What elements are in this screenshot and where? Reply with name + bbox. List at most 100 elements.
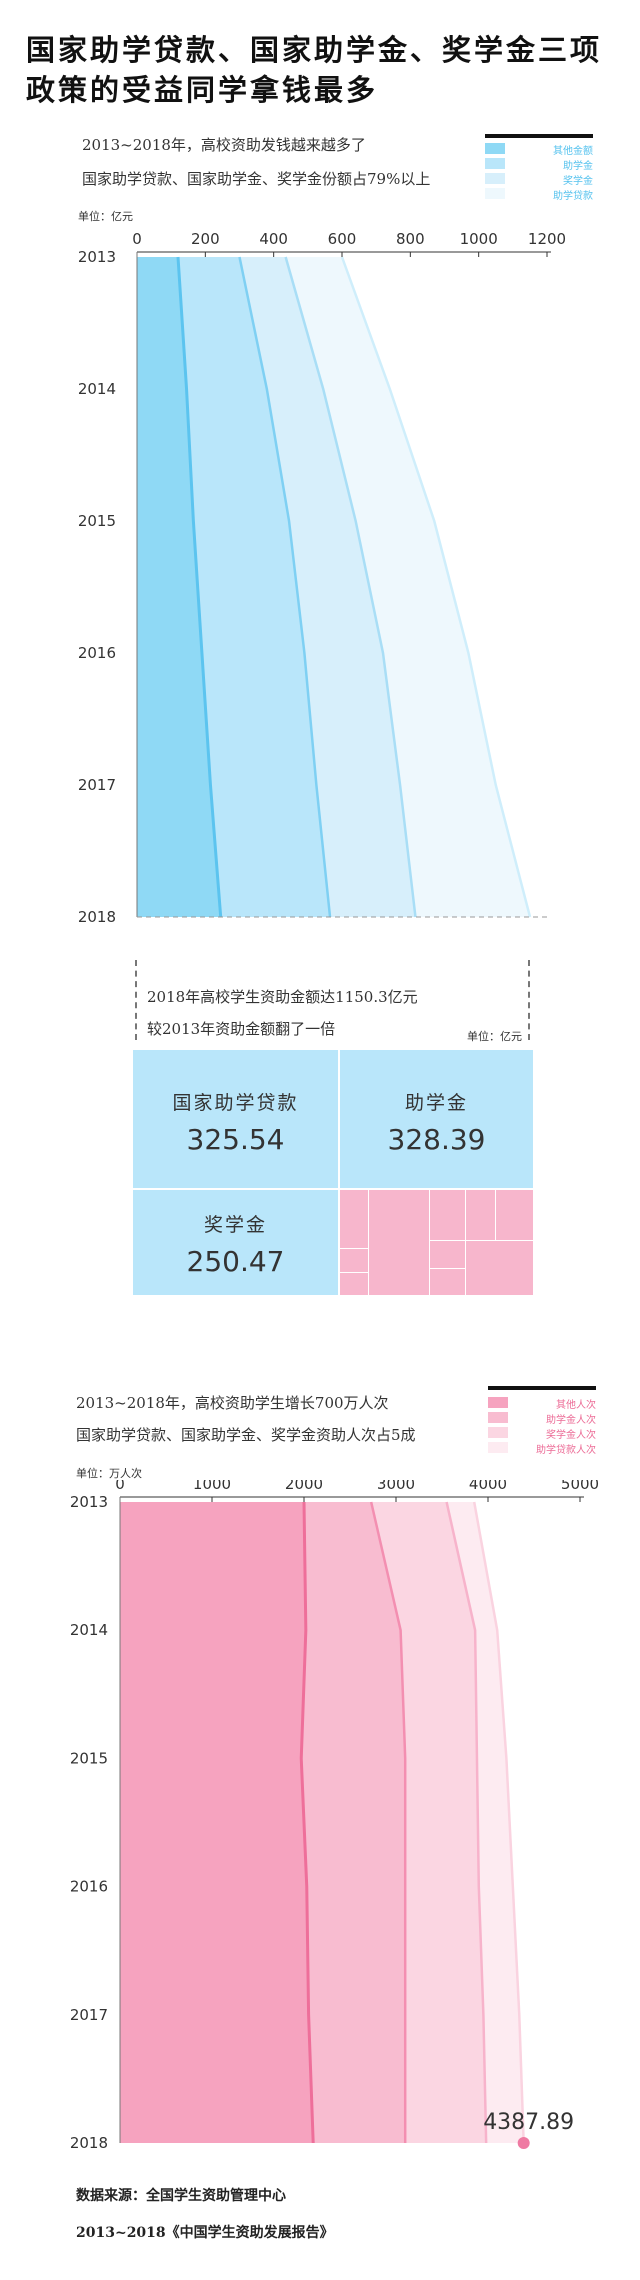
legend-item: 助学金 (485, 157, 593, 172)
chart2-legend-rule (488, 1386, 596, 1390)
end-point-marker (517, 2137, 530, 2149)
legend-item: 助学金人次 (488, 1411, 596, 1426)
x-tick-label: 2000 (285, 1480, 323, 1493)
series-line-0 (176, 256, 223, 918)
treemap-unit: 单位：亿元 (467, 1030, 522, 1043)
legend-label: 助学贷款人次 (536, 1445, 596, 1456)
x-tick-label: 0 (132, 230, 142, 248)
legend-label: 奖学金 (563, 176, 593, 187)
treemap-subcell-divider (465, 1190, 466, 1295)
legend-label: 助学金人次 (546, 1415, 596, 1426)
footer-source: 数据来源：全国学生资助管理中心 (76, 2188, 286, 2204)
treemap-cell-value: 328.39 (387, 1123, 486, 1156)
legend-swatch (485, 188, 505, 199)
treemap-subcell-divider (430, 1268, 465, 1269)
treemap-cell-name: 奖学金 (203, 1214, 267, 1236)
legend-item: 其他人次 (488, 1396, 596, 1411)
treemap-note-2: 较2013年资助金额翻了一倍 (147, 1020, 336, 1038)
x-tick-label: 200 (191, 230, 220, 248)
year-label: 2014 (78, 380, 116, 398)
end-value-label: 4387.89 (483, 2110, 574, 2135)
x-tick-label: 5000 (561, 1480, 599, 1493)
x-tick-label: 0 (115, 1480, 125, 1493)
area-band-0 (137, 257, 221, 917)
series-line-3 (472, 1501, 525, 2144)
chart2-unit: 单位：万人次 (76, 1467, 142, 1480)
legend-label: 其他人次 (556, 1400, 596, 1411)
legend-swatch (485, 158, 505, 169)
year-label: 2014 (70, 1621, 108, 1639)
legend-item: 其他金额 (485, 142, 593, 157)
series-line-2 (284, 256, 417, 918)
year-label: 2015 (78, 512, 116, 530)
chart1-legend-rule (485, 134, 593, 138)
x-tick-label: 1000 (193, 1480, 231, 1493)
x-tick-label: 3000 (377, 1480, 415, 1493)
treemap-note-1: 2018年高校学生资助金额达1150.3亿元 (147, 988, 418, 1006)
year-label: 2017 (78, 776, 116, 794)
chart2-subtitle-1: 2013~2018年，高校资助学生增长700万人次 (76, 1394, 389, 1412)
chart1-subtitle-2: 国家助学贷款、国家助学金、奖学金份额占79%以上 (82, 170, 431, 188)
x-tick-label: 4000 (469, 1480, 507, 1493)
page-title: 国家助学贷款、国家助学金、奖学金三项政策的受益同学拿钱最多 (26, 33, 603, 107)
treemap-subcell (369, 1190, 430, 1295)
legend-swatch (488, 1397, 508, 1408)
legend-item: 助学贷款 (485, 187, 593, 202)
treemap-cell-value: 325.54 (186, 1123, 285, 1156)
series-line-0 (299, 1501, 315, 2144)
chart2-subtitle-2: 国家助学贷款、国家助学金、奖学金资助人次占5成 (76, 1426, 416, 1444)
x-tick-label: 600 (328, 230, 357, 248)
treemap-cell-other (340, 1190, 533, 1295)
treemap-subcell-divider (430, 1240, 533, 1241)
treemap-cell-scholarship: 奖学金 250.47 (133, 1190, 338, 1295)
legend-swatch (485, 143, 505, 154)
treemap-subcell-divider (340, 1248, 368, 1249)
note-bracket-left (135, 960, 138, 1040)
chart1-unit: 单位：亿元 (78, 210, 133, 223)
legend-swatch (488, 1412, 508, 1423)
legend-swatch (488, 1427, 508, 1438)
chart2-area-chart: 0 1000 2000 3000 4000 5000 2013 2014 2015 2016 201… (70, 1480, 599, 2152)
series-line-1 (369, 1501, 407, 2143)
x-tick-label: 400 (259, 230, 288, 248)
year-label: 2016 (78, 644, 116, 662)
x-tick-label: 800 (396, 230, 425, 248)
treemap-cell-grant: 助学金 328.39 (340, 1050, 533, 1188)
treemap-subcell-divider (495, 1190, 496, 1240)
x-tick-label: 1200 (528, 230, 566, 248)
legend-label: 助学金 (563, 161, 593, 172)
year-label: 2017 (70, 2006, 108, 2024)
treemap-cell-name: 国家助学贷款 (172, 1092, 299, 1114)
treemap-cell-value: 250.47 (186, 1245, 285, 1278)
legend-item: 奖学金 (485, 172, 593, 187)
x-tick-label: 1000 (460, 230, 498, 248)
legend-swatch (488, 1442, 508, 1453)
treemap-cell-name: 助学金 (404, 1092, 468, 1114)
year-label: 2018 (78, 908, 116, 926)
chart1-area-chart: 0 200 400 600 800 1000 1200 2013 2014 2015 2016 201… (78, 230, 566, 926)
year-label: 2018 (70, 2134, 108, 2152)
year-label: 2016 (70, 1878, 108, 1896)
treemap-subcell (340, 1190, 369, 1295)
legend-swatch (485, 173, 505, 184)
chart2-legend: 其他人次 助学金人次 奖学金人次 助学贷款人次 (488, 1396, 596, 1460)
legend-label: 其他金额 (553, 146, 593, 157)
area-band-0 (120, 1502, 314, 2143)
legend-item: 助学贷款人次 (488, 1441, 596, 1456)
treemap-subcell-divider (340, 1272, 368, 1273)
series-line-3 (340, 256, 532, 918)
treemap: 国家助学贷款 325.54 助学金 328.39 奖学金 250.47 (133, 1050, 533, 1295)
series-line-2 (445, 1501, 488, 2144)
year-label: 2013 (70, 1493, 108, 1511)
footer-report: 2013~2018《中国学生资助发展报告》 (76, 2225, 334, 2241)
chart1-legend: 其他金额 助学金 奖学金 助学贷款 (485, 142, 593, 206)
legend-label: 奖学金人次 (546, 1430, 596, 1441)
year-label: 2015 (70, 1749, 108, 1767)
legend-item: 奖学金人次 (488, 1426, 596, 1441)
treemap-cell-loan: 国家助学贷款 325.54 (133, 1050, 338, 1188)
treemap-note-box: 2018年高校学生资助金额达1150.3亿元 较2013年资助金额翻了一倍 单位… (135, 960, 530, 1043)
series-line-1 (238, 256, 332, 918)
note-bracket-right (527, 960, 530, 1040)
chart1-subtitle-1: 2013~2018年，高校资助发钱越来越多了 (82, 136, 366, 154)
legend-label: 助学贷款 (553, 191, 593, 202)
